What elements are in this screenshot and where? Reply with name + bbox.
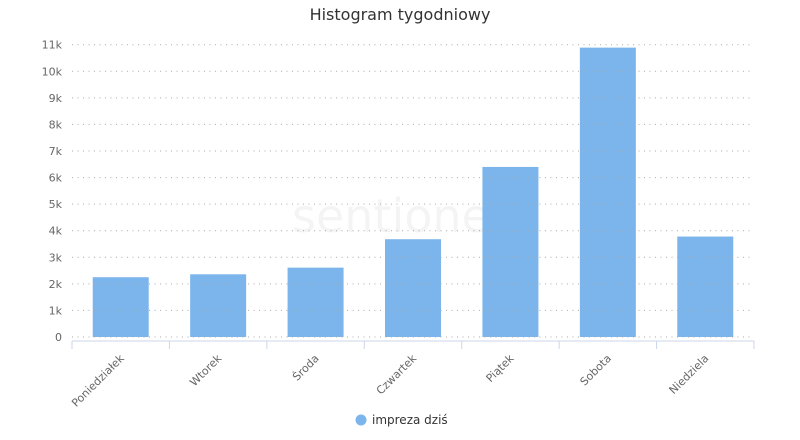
y-tick-label: 3k (49, 251, 63, 264)
x-tick-label: Poniedziałek (69, 351, 127, 409)
legend-marker (355, 414, 367, 426)
x-tick-label: Wtorek (187, 351, 224, 388)
bar-6[interactable] (677, 236, 734, 337)
x-tick-label: Niedziela (667, 352, 712, 397)
y-tick-label: 0 (55, 331, 62, 344)
legend[interactable]: impreza dziś (355, 413, 448, 427)
bar-5[interactable] (579, 47, 636, 338)
x-tick-label: Piątek (484, 351, 517, 384)
y-tick-label: 9k (49, 92, 63, 105)
bar-0[interactable] (92, 277, 149, 337)
y-tick-label: 6k (49, 172, 63, 185)
y-tick-label: 4k (49, 225, 63, 238)
y-tick-label: 1k (49, 304, 63, 317)
y-tick-label: 5k (49, 198, 63, 211)
bar-4[interactable] (482, 166, 539, 337)
x-tick-label: Środa (290, 352, 322, 384)
watermark: sentione (292, 189, 490, 243)
x-tick-label: Czwartek (374, 351, 420, 397)
chart-title: Histogram tygodniowy (310, 5, 491, 24)
x-tick-label: Sobota (578, 352, 614, 388)
y-tick-label: 7k (49, 145, 63, 158)
y-tick-label: 11k (42, 39, 63, 52)
y-tick-label: 8k (49, 118, 63, 131)
legend-label[interactable]: impreza dziś (372, 413, 448, 427)
bar-3[interactable] (385, 239, 441, 337)
bar-2[interactable] (287, 267, 344, 337)
y-tick-label: 10k (42, 65, 63, 78)
bar-1[interactable] (190, 274, 247, 337)
y-tick-label: 2k (49, 278, 63, 291)
